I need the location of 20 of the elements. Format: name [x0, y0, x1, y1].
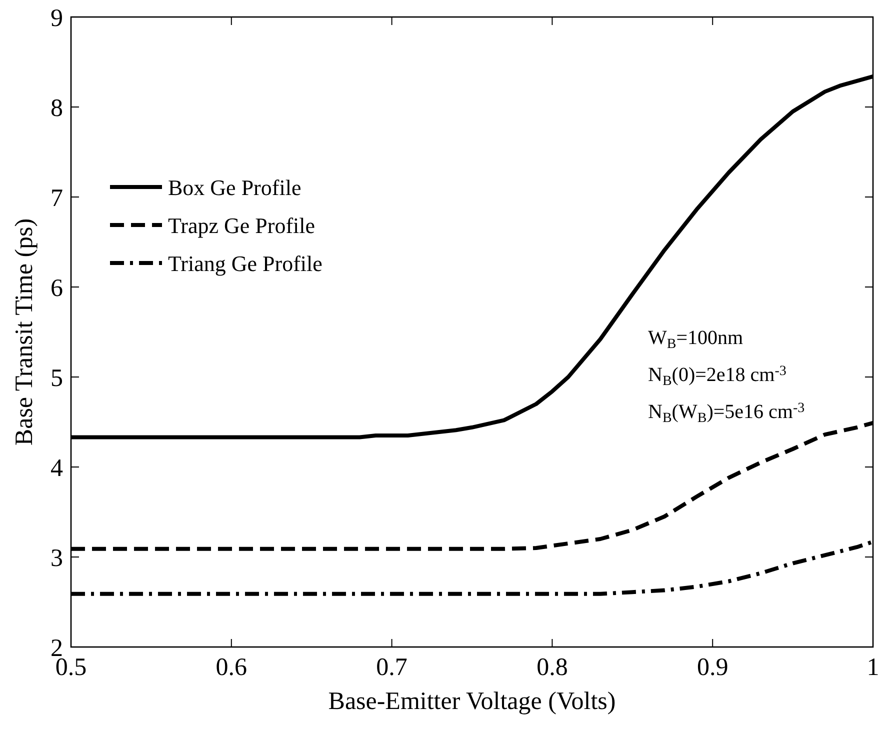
- x-tick-label: 0.8: [536, 654, 568, 681]
- y-axis-title: Base Transit Time (ps): [11, 218, 38, 446]
- y-tick-label: 8: [50, 95, 63, 122]
- annotation: W$_{B}$=100nm: [648, 327, 744, 352]
- y-tick-label: 7: [50, 185, 63, 212]
- annotation: N$_{B}$(0)=2e18 cm$^{-3}$: [648, 364, 786, 390]
- y-tick-label: 4: [50, 455, 64, 482]
- x-axis-title: Base-Emitter Voltage (Volts): [328, 688, 616, 715]
- annotation: N$_{B}$(W$_{B}$)=5e16 cm$^{-3}$: [648, 400, 805, 426]
- legend-label: Triang Ge Profile: [168, 251, 322, 276]
- x-tick-label: 0.6: [216, 654, 248, 681]
- legend-label: Trapz Ge Profile: [168, 213, 316, 238]
- y-tick-label: 3: [50, 545, 63, 572]
- x-tick-label: 0.7: [376, 654, 408, 681]
- y-tick-label: 5: [50, 365, 63, 392]
- legend-label: Box Ge Profile: [168, 175, 302, 200]
- y-tick-label: 9: [50, 5, 63, 32]
- y-tick-label: 6: [50, 275, 63, 302]
- x-tick-label: 0.9: [696, 654, 728, 681]
- x-tick-label: 1: [866, 654, 880, 681]
